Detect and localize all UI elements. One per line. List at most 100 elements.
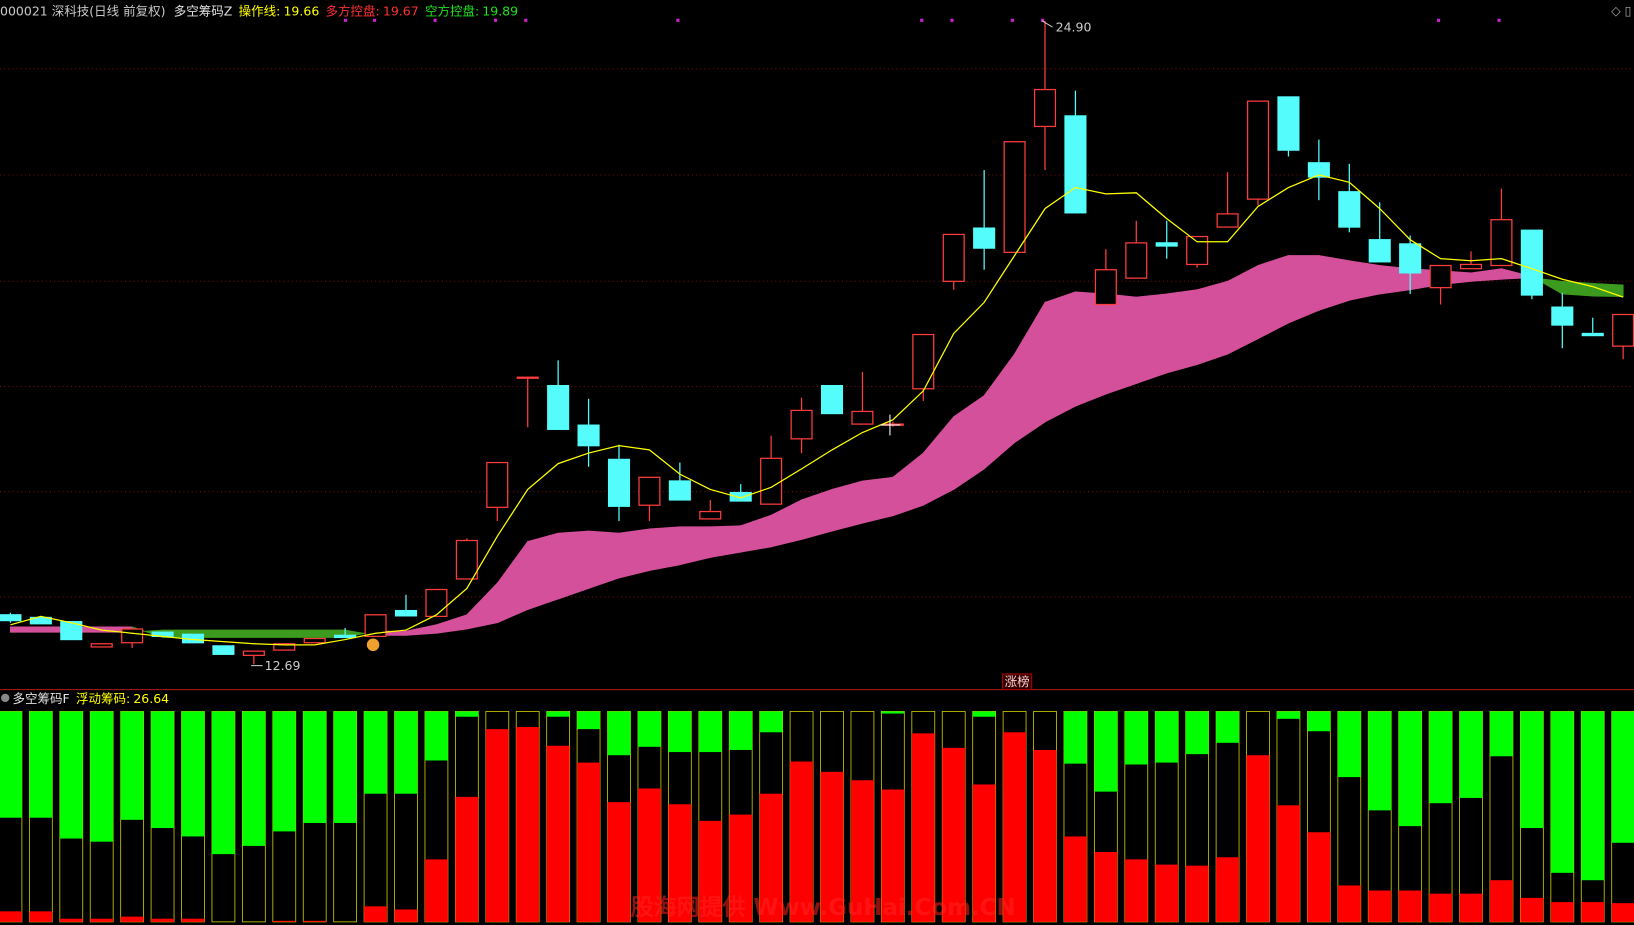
badge-box	[1001, 673, 1033, 691]
bar-segment	[698, 711, 722, 753]
candle-body	[699, 510, 722, 520]
candle-body	[1003, 141, 1026, 253]
bar-segment	[1124, 711, 1148, 765]
header-sub: 多空筹码F 浮动筹码: 26.64	[13, 690, 170, 705]
legend-name: 多方控盘:	[326, 3, 380, 18]
candle-body	[1186, 235, 1209, 266]
candle-body	[1094, 269, 1117, 306]
menu-icon	[1, 693, 10, 703]
min-label: 12.69	[265, 658, 301, 673]
candle-body	[1399, 243, 1422, 274]
bar-segment	[577, 711, 601, 730]
money-icon	[366, 638, 380, 652]
bar-segment	[211, 711, 235, 855]
band-segment	[1227, 264, 1259, 355]
bar-segment	[333, 711, 357, 823]
band-segment	[1044, 291, 1076, 423]
candle-body	[1612, 313, 1634, 347]
bar-segment	[1611, 711, 1634, 843]
dot	[920, 18, 924, 22]
candle-body	[851, 410, 874, 425]
header-main: 000021 深科技(日线 前复权) 多空筹码Z 操作线: 19.66 多方控盘: 19.…	[0, 3, 518, 18]
candle-body	[364, 614, 387, 638]
bar-segment	[1459, 711, 1483, 798]
candle-body	[1338, 191, 1361, 228]
candle-body	[486, 461, 509, 508]
band-segment	[1166, 289, 1198, 374]
candle-body	[1216, 213, 1239, 228]
bar-segment	[1003, 732, 1027, 922]
candle-body	[455, 539, 478, 580]
bar-segment	[668, 804, 692, 922]
bar-segment	[759, 711, 783, 733]
candle-body	[0, 614, 22, 622]
band-segment	[1592, 282, 1624, 298]
bar-segment	[120, 711, 144, 820]
candle-body	[516, 376, 539, 379]
bar-segment	[759, 793, 783, 922]
indicator-value: 26.64	[133, 690, 169, 705]
candle-body	[1277, 96, 1300, 151]
chart-title: 000021 深科技(日线 前复权)	[0, 3, 165, 18]
bar-segment	[181, 711, 205, 837]
bar-segment	[424, 711, 448, 761]
candle-body	[394, 609, 418, 617]
band-segment	[1348, 260, 1381, 301]
bar-layer	[0, 711, 1634, 923]
band-segment	[1196, 280, 1229, 366]
bar-segment	[181, 918, 205, 922]
panel-title: 多空筹码F	[13, 690, 70, 705]
dot	[676, 18, 680, 22]
bar-segment	[1429, 711, 1453, 804]
dot	[1010, 18, 1014, 22]
bar-segment	[668, 711, 692, 753]
candle-body	[1551, 306, 1574, 326]
bar-segment	[729, 814, 753, 922]
candle-body	[577, 424, 600, 447]
bar-segment	[607, 802, 631, 922]
band-segment	[223, 629, 255, 638]
bar-segment	[1155, 864, 1179, 922]
candle-body	[303, 637, 326, 644]
bar-segment	[455, 796, 479, 922]
bar-segment	[1246, 755, 1270, 922]
max-label: 24.90	[1056, 20, 1092, 35]
bar-segment	[485, 729, 509, 922]
bar-segment	[1489, 880, 1513, 922]
bar-segment	[364, 711, 388, 794]
bar-segment	[1368, 890, 1392, 922]
candle-body	[790, 409, 813, 440]
legend-value: 19.67	[383, 3, 419, 18]
bar-segment	[59, 918, 83, 922]
bar-segment	[881, 711, 905, 714]
bar-segment	[272, 920, 296, 922]
band-segment	[283, 629, 316, 638]
dot	[1497, 18, 1501, 22]
bar-segment	[698, 820, 722, 922]
band-segment	[253, 629, 285, 638]
legend-value: 19.66	[283, 3, 319, 18]
signal-dots	[343, 18, 1501, 22]
bar-segment	[1094, 852, 1118, 922]
bar-segment	[1611, 903, 1634, 922]
bar-segment	[850, 780, 874, 922]
bar-segment	[364, 906, 388, 922]
bar-segment	[59, 711, 83, 839]
bar-segment	[1063, 711, 1087, 764]
band-segment	[588, 530, 620, 590]
band-segment	[10, 626, 42, 633]
band-segment	[862, 476, 894, 524]
candle-body	[668, 480, 691, 501]
dot	[524, 18, 528, 22]
band-segment	[1318, 255, 1350, 311]
dot	[950, 18, 954, 22]
band-segment	[557, 530, 589, 600]
bar-segment	[303, 920, 327, 922]
bar-segment	[546, 745, 570, 922]
legend-name: 操作线:	[239, 3, 281, 18]
indicator-name: 多空筹码Z	[174, 3, 233, 18]
bar-segment	[424, 859, 448, 922]
dot	[1041, 18, 1045, 22]
bar-segment	[1459, 893, 1483, 922]
band-segment	[527, 532, 559, 611]
